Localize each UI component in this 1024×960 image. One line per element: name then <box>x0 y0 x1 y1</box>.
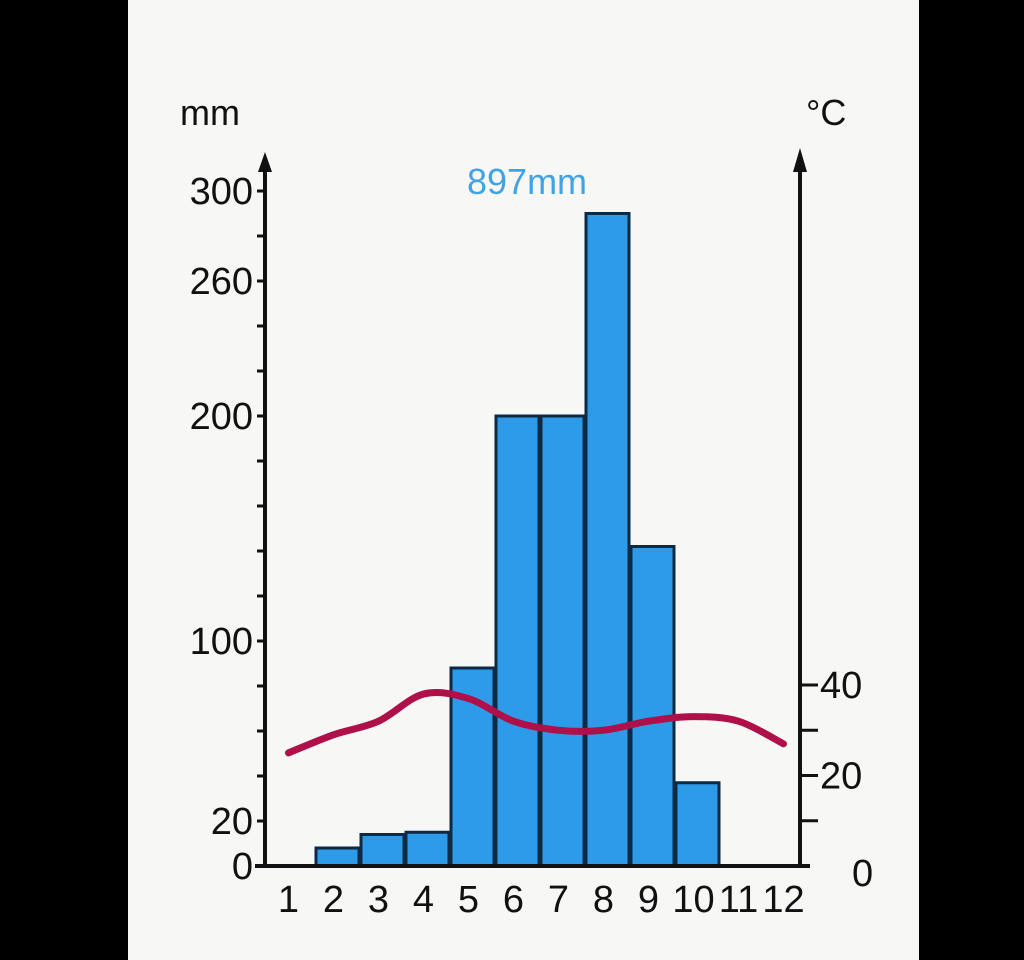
precipitation-bars <box>314 212 721 868</box>
precipitation-bar-8 <box>584 212 631 868</box>
right-tick-label-20: 20 <box>820 756 862 798</box>
right-axis-unit: °C <box>806 92 846 133</box>
month-label-2: 2 <box>323 879 344 921</box>
total-precipitation-annotation: 897mm <box>467 161 587 202</box>
month-label-7: 7 <box>548 879 569 921</box>
precipitation-bar-2 <box>314 846 361 868</box>
month-label-3: 3 <box>368 879 389 921</box>
left-tick-label-260: 260 <box>190 261 253 303</box>
precipitation-bar-10 <box>674 781 721 868</box>
precipitation-bar-7 <box>539 414 586 868</box>
left-axis-arrow-icon <box>258 152 272 172</box>
temperature-line <box>285 689 787 757</box>
right-tick-label-40: 40 <box>820 665 862 707</box>
precipitation-bar-4 <box>404 830 451 868</box>
month-label-6: 6 <box>503 879 524 921</box>
left-tick-label-20: 20 <box>211 801 253 843</box>
precipitation-bar-3 <box>359 833 406 868</box>
left-tick-label-200: 200 <box>190 396 253 438</box>
month-label-12: 12 <box>762 879 804 921</box>
right-axis-arrow-icon <box>793 148 807 172</box>
month-label-10: 10 <box>672 879 714 921</box>
month-label-11: 11 <box>719 879 758 921</box>
precipitation-bar-9 <box>629 545 676 868</box>
left-tick-label-0: 0 <box>232 846 253 888</box>
chart-axes <box>255 148 818 868</box>
precipitation-bar-6 <box>494 414 541 868</box>
left-tick-label-300: 300 <box>190 171 253 213</box>
month-label-9: 9 <box>638 879 659 921</box>
left-tick-label-100: 100 <box>190 621 253 663</box>
month-label-5: 5 <box>458 879 479 921</box>
month-label-8: 8 <box>593 879 614 921</box>
month-label-1: 1 <box>278 879 299 921</box>
left-axis-unit: mm <box>180 92 240 133</box>
month-label-4: 4 <box>413 879 434 921</box>
right-tick-label-0: 0 <box>852 853 873 895</box>
